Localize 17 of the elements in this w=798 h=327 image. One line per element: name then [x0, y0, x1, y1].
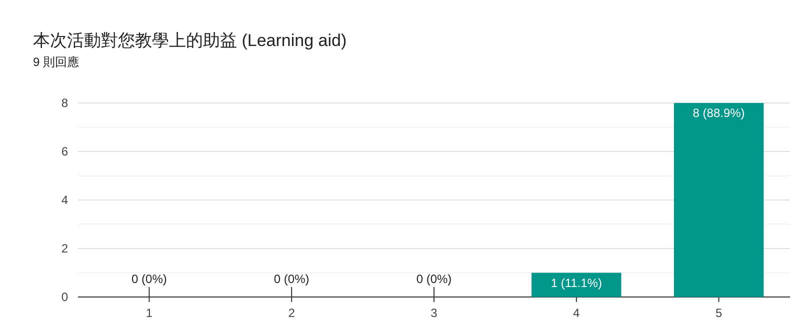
y-tick-label: 0 — [61, 290, 68, 304]
x-tick-label: 4 — [573, 306, 580, 320]
x-tick-label: 1 — [146, 306, 153, 320]
x-tick-label: 5 — [715, 306, 722, 320]
data-label: 8 (88.9%) — [692, 106, 745, 120]
data-label: 0 (0%) — [416, 272, 452, 286]
y-tick-label: 2 — [61, 242, 68, 256]
y-tick-label: 8 — [61, 96, 68, 110]
data-label: 0 (0%) — [274, 272, 310, 286]
data-label: 1 (11.1%) — [550, 276, 602, 290]
chart-subtitle: 9 則回應 — [33, 55, 80, 69]
x-tick-label: 3 — [430, 306, 438, 320]
chart-title: 本次活動對您教學上的助益 (Learning aid) — [33, 31, 347, 50]
y-tick-label: 4 — [61, 193, 68, 207]
data-label: 0 (0%) — [132, 272, 167, 286]
x-tick-label: 2 — [288, 306, 296, 320]
y-tick-label: 6 — [61, 144, 68, 158]
